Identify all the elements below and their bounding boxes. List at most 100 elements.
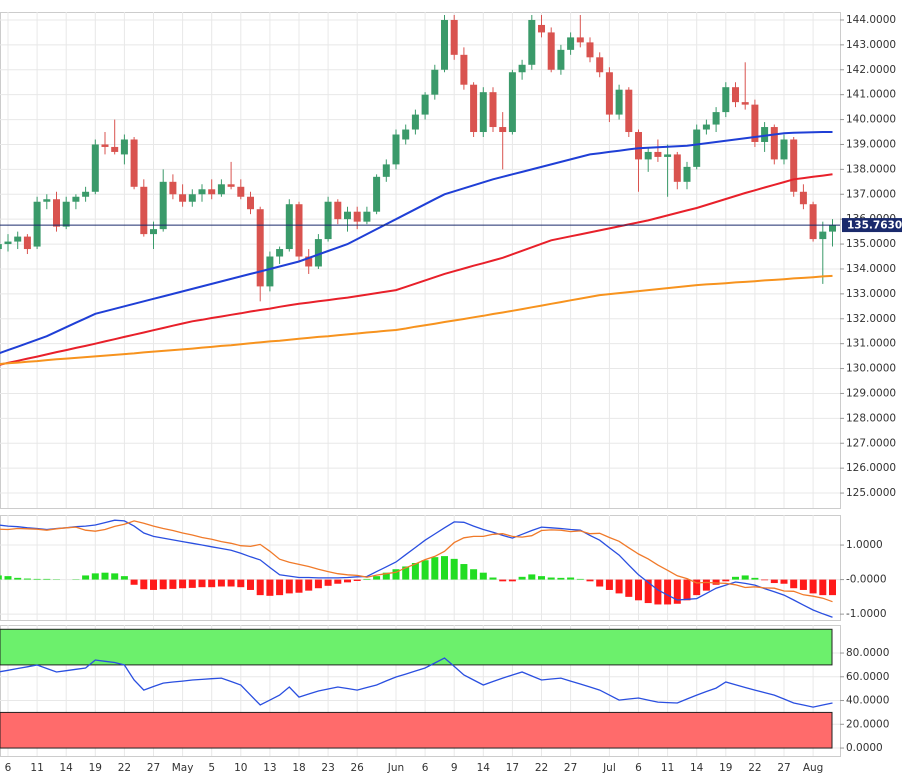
histogram-bar — [305, 579, 313, 591]
histogram-bar — [373, 576, 381, 580]
histogram-bar — [780, 579, 788, 584]
y-tick-label: 129.0000 — [846, 387, 896, 399]
histogram-bar — [208, 579, 216, 588]
x-tick-label: 22 — [118, 762, 131, 774]
candle-body — [23, 236, 31, 250]
histogram-bar — [237, 579, 245, 588]
candle-body — [120, 139, 128, 155]
candle-body — [111, 146, 119, 152]
x-tick-label: Jun — [387, 762, 404, 774]
y-tick-label: 139.0000 — [846, 138, 896, 150]
histogram-bar — [256, 579, 264, 596]
panel-plot — [0, 625, 840, 756]
candle-body — [101, 144, 109, 147]
indicator-line — [0, 657, 833, 708]
candle-body — [0, 244, 2, 250]
histogram-bar — [567, 577, 575, 580]
histogram-bar — [0, 575, 2, 580]
panel-plot — [0, 515, 840, 620]
candle-body — [227, 184, 235, 187]
candle-body — [402, 129, 410, 140]
candle-body — [314, 239, 322, 267]
x-tick-label: 11 — [661, 762, 674, 774]
price-panel — [0, 12, 841, 509]
x-tick-label: May — [172, 762, 194, 774]
histogram-bar — [91, 573, 99, 580]
histogram-bar — [644, 579, 652, 604]
histogram-bar — [615, 579, 623, 594]
histogram-bar — [664, 579, 672, 605]
x-tick-label: 6 — [422, 762, 429, 774]
y-tick-label: -0.0000 — [846, 574, 887, 586]
histogram-bar — [809, 579, 817, 594]
candle-body — [411, 114, 419, 130]
y-tick-label: 128.0000 — [846, 412, 896, 424]
y-tick-label: 132.0000 — [846, 313, 896, 325]
x-tick-label: 18 — [292, 762, 305, 774]
panel-plot — [0, 12, 840, 508]
candle-body — [635, 132, 642, 160]
candle-body — [732, 87, 739, 103]
candle-body — [256, 209, 264, 287]
candle-body — [198, 189, 206, 195]
y-tick-label: 138.0000 — [846, 163, 896, 175]
histogram-bar — [324, 579, 332, 586]
candle-body — [780, 139, 788, 160]
histogram-bar — [266, 579, 274, 596]
candle-body — [654, 151, 662, 157]
candle-body — [159, 181, 167, 230]
histogram-bar — [761, 579, 769, 581]
candle-body — [518, 64, 526, 73]
histogram-bar — [344, 579, 351, 583]
x-tick-label: 5 — [208, 762, 215, 774]
y-tick-label: 127.0000 — [846, 437, 896, 449]
candle-body — [712, 112, 720, 125]
y-tick-label: 0.0000 — [846, 742, 883, 754]
histogram-bar — [518, 576, 526, 580]
histogram-bar — [470, 569, 478, 580]
histogram-bar — [111, 573, 119, 580]
histogram-bar — [130, 579, 138, 585]
y-tick-label: 126.0000 — [846, 462, 896, 474]
rsi-zone — [0, 628, 833, 666]
last-price-box — [842, 218, 902, 233]
histogram-bar — [14, 577, 22, 580]
histogram-bar — [702, 579, 710, 591]
histogram-bar — [799, 579, 807, 590]
y-tick-label: 60.0000 — [846, 671, 889, 683]
x-tick-label: 10 — [234, 762, 247, 774]
x-tick-label: 6 — [635, 762, 642, 774]
candle-body — [538, 24, 545, 33]
histogram-bar — [159, 579, 167, 590]
y-tick-label: 1.0000 — [846, 539, 883, 551]
histogram-bar — [635, 579, 642, 601]
candle-body — [421, 94, 429, 115]
y-tick-label: 125.0000 — [846, 487, 896, 499]
x-tick-label: 14 — [60, 762, 74, 774]
histogram-bar — [23, 578, 31, 580]
candle-body — [799, 191, 807, 205]
candle-body — [33, 201, 41, 247]
y-tick-label: 137.0000 — [846, 188, 896, 200]
candle-body — [53, 199, 60, 227]
histogram-bar — [140, 579, 148, 590]
x-tick-label: 19 — [89, 762, 102, 774]
candle-body — [683, 166, 691, 182]
histogram-bar — [596, 579, 604, 587]
candle-body — [150, 229, 157, 235]
candle-body — [285, 204, 293, 250]
candle-body — [441, 19, 448, 70]
moving-average-line — [0, 173, 833, 366]
histogram-bar — [654, 579, 662, 605]
histogram-bar — [441, 556, 448, 580]
histogram-bar — [829, 579, 836, 596]
histogram-bar — [499, 579, 507, 582]
histogram-bar — [334, 579, 342, 584]
candle-body — [790, 139, 798, 192]
candle-body — [664, 154, 672, 157]
histogram-bar — [392, 569, 400, 580]
histogram-bar — [411, 563, 419, 580]
candle-body — [489, 92, 497, 128]
y-tick-label: 80.0000 — [846, 647, 889, 659]
